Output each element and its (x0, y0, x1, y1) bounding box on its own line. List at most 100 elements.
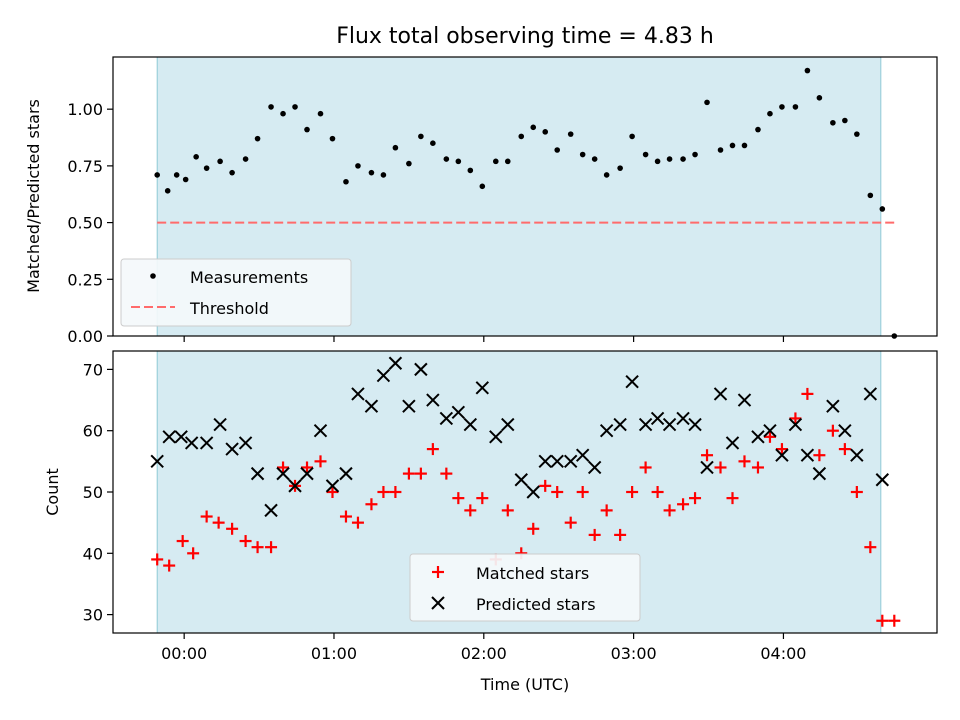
measurement-point (154, 172, 160, 178)
measurement-point (767, 110, 773, 117)
top-y-tick-label: 0.50 (67, 214, 103, 233)
measurement-point (629, 133, 635, 140)
predicted-star-point (376, 368, 391, 383)
predicted-star-point (402, 399, 416, 413)
measurement-point (879, 206, 886, 212)
top-legend: Measurements Threshold (120, 258, 352, 327)
bottom-legend-box (409, 553, 641, 622)
measurement-point (692, 151, 698, 158)
measurement-point (741, 142, 748, 149)
measurement-point (292, 104, 298, 110)
matched-star-point (726, 492, 739, 505)
matched-star-point (701, 449, 714, 462)
matched-star-point (677, 498, 690, 511)
legend-matched-marker (432, 566, 444, 578)
predicted-star-point (713, 387, 728, 401)
x-tick-label: 00:00 (161, 644, 207, 663)
predicted-star-point (288, 479, 302, 493)
measurement-point (380, 172, 387, 178)
top-y-tick-label: 0.75 (67, 157, 103, 176)
predicted-star-point (875, 473, 890, 487)
measurement-point (229, 169, 235, 176)
measurement-point (242, 156, 249, 162)
predicted-star-point (150, 454, 164, 469)
measurement-point (430, 140, 436, 146)
matched-star-point (351, 516, 364, 529)
bottom-panel: 30 40 50 60 70 00:00 01:00 02:00 03:00 04:00 Cou… (43, 350, 938, 694)
predicted-star-point (526, 485, 540, 499)
predicted-star-point (325, 479, 340, 493)
matched-star-point (639, 461, 652, 474)
predicted-star-point (364, 399, 379, 413)
top-y-ticks: 0.00 0.25 0.50 0.75 1.00 (67, 100, 113, 346)
predicted-star-point (276, 466, 290, 481)
predicted-star-point (184, 436, 199, 450)
measurement-point (164, 188, 171, 194)
matched-star-point (200, 510, 213, 523)
matched-stars-points (151, 387, 901, 627)
predicted-star-point (501, 417, 515, 432)
measurement-point (492, 158, 499, 165)
legend-predicted-marker (431, 596, 445, 610)
top-legend-box (120, 258, 352, 327)
predicted-star-point (737, 393, 752, 407)
measurement-point (193, 154, 199, 160)
matched-star-point (826, 424, 839, 437)
top-y-tick-label: 0.25 (67, 270, 103, 289)
predicted-star-point (225, 442, 239, 456)
matched-star-point (212, 516, 225, 529)
x-tick-label: 04:00 (760, 644, 806, 663)
top-y-tick-label: 1.00 (67, 100, 103, 119)
measurement-point (554, 147, 561, 153)
measurement-point (792, 104, 799, 110)
legend-measurements-label: Measurements (190, 268, 308, 287)
measurement-point (355, 163, 361, 169)
predicted-star-point (638, 417, 653, 432)
matched-star-point (663, 504, 676, 517)
measurement-point (203, 165, 210, 171)
predicted-star-point (613, 417, 627, 432)
predicted-star-point (788, 417, 803, 432)
measurement-point (804, 67, 811, 74)
measurement-point (217, 158, 223, 165)
measurement-point (579, 151, 586, 158)
predicted-star-point (751, 430, 765, 444)
matched-star-point (501, 504, 514, 517)
matched-star-point (314, 455, 327, 468)
measurement-point (717, 147, 724, 153)
matched-star-point (738, 455, 751, 468)
matched-star-point (714, 461, 727, 474)
matched-star-point (864, 541, 877, 554)
bottom-y-tick-label: 30 (83, 606, 103, 625)
predicted-star-point (826, 399, 840, 413)
measurement-point (518, 133, 525, 140)
predicted-star-point (599, 423, 614, 438)
measurement-point (654, 158, 661, 165)
measurement-points (154, 67, 898, 339)
bottom-y-tick-label: 40 (83, 544, 103, 563)
predicted-star-point (199, 436, 214, 450)
measurement-point (406, 160, 412, 167)
matched-star-point (789, 412, 802, 425)
measurement-point (317, 110, 324, 117)
matched-star-point (339, 510, 352, 523)
x-tick-label: 03:00 (611, 644, 657, 663)
bottom-y-tick-label: 70 (83, 360, 103, 379)
matched-star-point (689, 492, 702, 505)
predicted-star-point (238, 436, 253, 450)
predicted-star-point (688, 417, 702, 432)
predicted-star-point (563, 454, 578, 469)
predicted-star-point (475, 381, 490, 395)
matched-star-point (163, 559, 176, 572)
predicted-star-point (625, 374, 639, 389)
matched-star-point (588, 528, 601, 541)
matched-star-point (389, 486, 402, 498)
matched-star-point (626, 486, 639, 498)
measurement-point (304, 126, 310, 133)
matched-star-point (476, 492, 489, 505)
measurement-point (479, 183, 486, 190)
matched-star-point (239, 535, 252, 548)
chart-title: Flux total observing time = 4.83 h (336, 24, 714, 49)
bottom-legend: Matched stars Predicted stars (409, 553, 641, 622)
matched-star-point (551, 486, 564, 498)
